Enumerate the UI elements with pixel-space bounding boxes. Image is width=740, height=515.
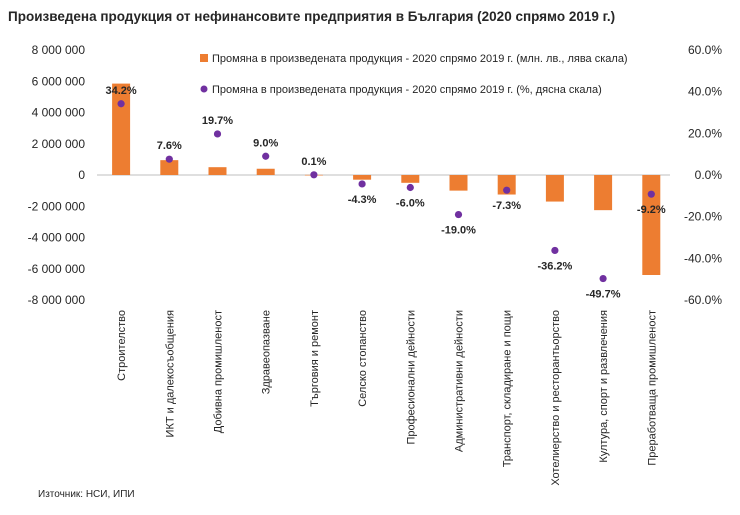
point [117, 100, 125, 108]
left-tick-label: 8 000 000 [32, 43, 86, 57]
point [647, 190, 655, 198]
point [310, 171, 318, 179]
chart-title: Произведена продукция от нефинансовите п… [8, 9, 615, 24]
point-label: 9.0% [253, 137, 278, 149]
bar [594, 175, 613, 211]
left-tick-label: 0 [78, 168, 85, 182]
bar [353, 175, 372, 180]
left-tick-label: -6 000 000 [28, 262, 86, 276]
left-y-axis: 8 000 000 6 000 000 4 000 000 2 000 000 0 -2 … [28, 43, 86, 307]
left-tick-label: 4 000 000 [32, 106, 86, 120]
point-label: 34.2% [105, 85, 136, 97]
category-label: Търговия и ремонт [309, 310, 321, 407]
left-tick-label: -2 000 000 [28, 199, 86, 213]
bar [256, 168, 275, 175]
point-label: 19.7% [202, 115, 233, 127]
category-label: ИКТ и далекосъобщения [164, 310, 176, 437]
right-tick-label: -20.0% [684, 210, 722, 224]
category-label: Култура, спорт и развлечения [598, 310, 610, 463]
category-label: Здравеопазване [261, 310, 273, 394]
point [165, 155, 173, 163]
left-tick-label: -8 000 000 [28, 293, 86, 307]
bar [401, 175, 420, 183]
point-label: 0.1% [301, 156, 326, 168]
right-tick-label: -40.0% [684, 251, 722, 265]
right-tick-label: 0.0% [695, 168, 723, 182]
point [503, 186, 511, 194]
category-label: Строителство [116, 310, 128, 381]
point [454, 210, 463, 219]
point [406, 183, 414, 192]
point [551, 246, 559, 255]
bar-series [112, 83, 661, 275]
category-label: Транспорт, складиране и пощи [502, 310, 514, 467]
bar [642, 175, 661, 275]
legend-point-swatch [200, 85, 208, 93]
right-tick-label: -60.0% [684, 293, 722, 307]
bar [497, 175, 516, 195]
legend: Промяна в произведената продукция - 2020… [200, 53, 628, 96]
bar [545, 175, 564, 202]
legend-point-label: Промяна в произведената продукция - 2020… [212, 84, 602, 96]
legend-bar-label: Промяна в произведената продукция - 2020… [212, 53, 628, 65]
right-tick-label: 40.0% [688, 85, 722, 99]
bar [208, 167, 227, 175]
category-label: Преработваща промишленост [646, 310, 658, 466]
point-series [117, 100, 655, 283]
point [262, 152, 270, 160]
legend-bar-swatch [200, 54, 208, 62]
left-tick-label: 6 000 000 [32, 74, 86, 88]
left-tick-label: 2 000 000 [32, 137, 86, 151]
category-label: Селско стопанство [357, 310, 369, 407]
left-tick-label: -4 000 000 [28, 231, 86, 245]
point [599, 274, 607, 283]
category-labels: Строителство ИКТ и далекосъобщения Добивна… [116, 310, 658, 486]
bar [449, 175, 468, 191]
point-label: -4.3% [348, 194, 377, 206]
point-label: -9.2% [637, 204, 666, 216]
point-label: -36.2% [537, 260, 572, 272]
category-label: Добивна промишленост [213, 310, 225, 433]
point-label: -19.0% [441, 225, 476, 237]
bar [160, 160, 179, 175]
point-label: -6.0% [396, 198, 425, 210]
right-tick-label: 60.0% [688, 43, 722, 57]
category-label: Професионални дейности [405, 310, 417, 445]
point [358, 180, 366, 188]
point-labels: 34.2% 7.6% 19.7% 9.0% 0.1% -4.3% -6.0% -19.0% -7… [105, 85, 665, 301]
point [213, 130, 222, 138]
category-label: Административни дейности [454, 310, 466, 452]
category-label: Хотелиерство и ресторантьорство [550, 310, 562, 486]
right-tick-label: 20.0% [688, 126, 722, 140]
point-label: -7.3% [492, 200, 521, 212]
point-label: 7.6% [157, 140, 182, 152]
right-y-axis: 60.0% 40.0% 20.0% 0.0% -20.0% -40.0% -60.0% [684, 43, 722, 307]
point-label: -49.7% [586, 289, 621, 301]
bar [112, 83, 131, 175]
source-note: Източник: НСИ, ИПИ [38, 489, 135, 500]
